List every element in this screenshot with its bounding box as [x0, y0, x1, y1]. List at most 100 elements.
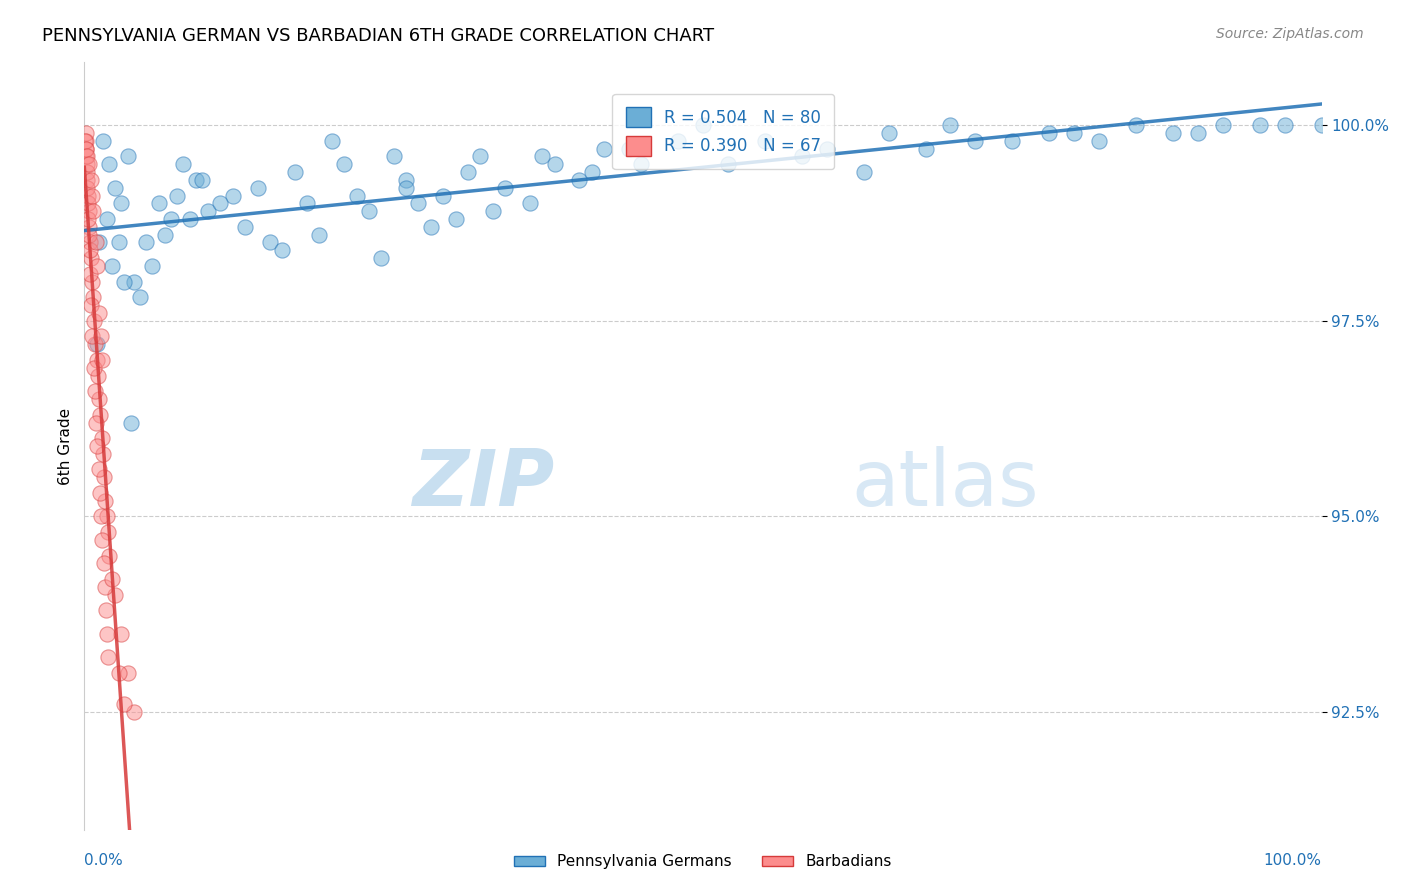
Point: [754, 134, 776, 148]
Point: [96, 627, 118, 641]
Point: [76, 165, 98, 179]
Point: [148, 196, 170, 211]
Point: [568, 173, 591, 187]
Point: [370, 251, 392, 265]
Point: [1001, 134, 1024, 148]
Point: [86, 352, 108, 367]
Point: [593, 142, 616, 156]
Point: [75, 142, 97, 156]
Point: [94, 493, 117, 508]
Point: [75, 126, 97, 140]
Text: 100.0%: 100.0%: [1264, 853, 1322, 868]
Point: [172, 157, 194, 171]
Point: [98, 157, 121, 171]
Point: [382, 149, 405, 163]
Point: [209, 196, 232, 211]
Point: [91, 134, 114, 148]
Point: [94, 603, 117, 617]
Point: [76, 149, 98, 163]
Point: [84, 416, 107, 430]
Point: [89, 306, 111, 320]
Point: [395, 173, 418, 187]
Point: [104, 180, 127, 194]
Point: [76, 173, 98, 187]
Point: [1088, 134, 1111, 148]
Point: [79, 219, 101, 234]
Point: [184, 173, 207, 187]
Point: [790, 149, 813, 163]
Text: PENNSYLVANIA GERMAN VS BARBADIAN 6TH GRADE CORRELATION CHART: PENNSYLVANIA GERMAN VS BARBADIAN 6TH GRA…: [42, 27, 714, 45]
Point: [76, 196, 98, 211]
Point: [117, 665, 139, 680]
Point: [112, 698, 135, 712]
Point: [494, 180, 516, 194]
Point: [1187, 126, 1209, 140]
Point: [75, 149, 97, 163]
Point: [77, 188, 100, 202]
Point: [160, 212, 183, 227]
Point: [94, 580, 117, 594]
Point: [129, 290, 152, 304]
Point: [117, 149, 139, 163]
Point: [692, 118, 714, 132]
Point: [222, 188, 245, 202]
Point: [135, 235, 157, 250]
Point: [630, 157, 652, 171]
Point: [86, 439, 108, 453]
Point: [98, 549, 121, 563]
Point: [122, 275, 145, 289]
Point: [939, 118, 962, 132]
Point: [191, 173, 214, 187]
Point: [86, 259, 108, 273]
Point: [90, 352, 112, 367]
Legend: Pennsylvania Germans, Barbadians: Pennsylvania Germans, Barbadians: [509, 848, 897, 875]
Point: [531, 149, 554, 163]
Point: [80, 298, 103, 312]
Point: [308, 227, 330, 242]
Point: [357, 204, 380, 219]
Point: [581, 165, 603, 179]
Point: [91, 533, 114, 547]
Point: [77, 212, 100, 227]
Point: [89, 486, 111, 500]
Point: [79, 235, 101, 250]
Point: [108, 665, 131, 680]
Point: [79, 267, 101, 281]
Point: [83, 314, 105, 328]
Text: ZIP: ZIP: [412, 446, 554, 523]
Point: [1161, 126, 1184, 140]
Point: [89, 235, 111, 250]
Point: [815, 142, 838, 156]
Point: [1274, 118, 1296, 132]
Point: [79, 251, 101, 265]
Point: [90, 509, 112, 524]
Point: [246, 180, 269, 194]
Point: [419, 219, 441, 234]
Point: [122, 705, 145, 719]
Point: [77, 227, 100, 242]
Point: [84, 337, 107, 351]
Point: [100, 259, 122, 273]
Point: [141, 259, 163, 273]
Point: [86, 337, 108, 351]
Point: [84, 235, 107, 250]
Point: [617, 142, 640, 156]
Point: [1249, 118, 1271, 132]
Point: [666, 134, 689, 148]
Point: [1125, 118, 1147, 132]
Point: [153, 227, 176, 242]
Point: [76, 157, 98, 171]
Point: [82, 290, 104, 304]
Point: [233, 219, 256, 234]
Point: [271, 244, 294, 258]
Point: [87, 462, 110, 476]
Point: [100, 572, 122, 586]
Point: [90, 431, 112, 445]
Point: [395, 180, 418, 194]
Point: [110, 627, 132, 641]
Point: [97, 650, 120, 665]
Point: [93, 470, 115, 484]
Point: [83, 384, 105, 399]
Point: [97, 525, 120, 540]
Point: [77, 157, 100, 171]
